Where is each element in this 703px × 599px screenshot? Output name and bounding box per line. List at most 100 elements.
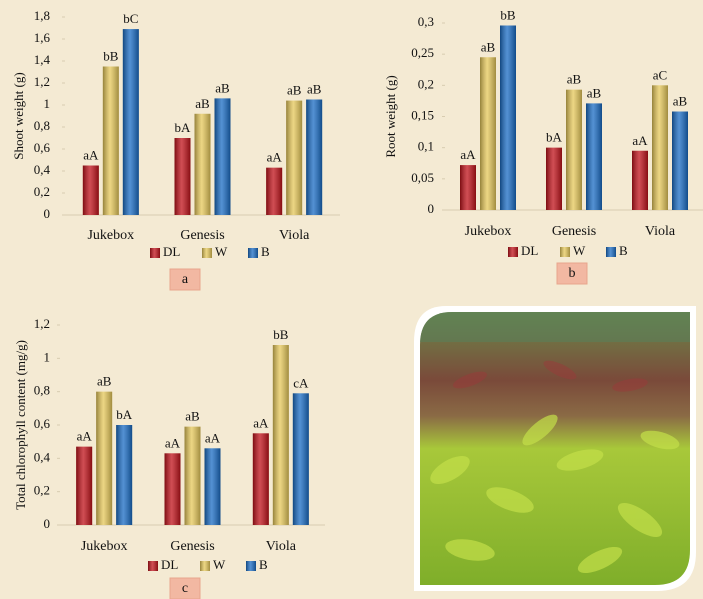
bar-shade <box>184 426 201 525</box>
bar-shade <box>252 433 269 525</box>
panel-box <box>169 577 201 599</box>
bar-letter: bC <box>123 11 138 26</box>
x-tick-label: Viola <box>279 228 310 243</box>
legend-label: W <box>213 557 226 572</box>
bar-letter: aB <box>673 93 688 108</box>
bar-letter: aB <box>587 85 602 100</box>
y-tick-label: 0 <box>44 516 51 531</box>
x-tick-label: Viola <box>266 539 297 554</box>
y-tick-label: 0 <box>44 206 51 221</box>
legend-swatch-shade <box>606 247 616 257</box>
legend-swatch-shade <box>202 248 212 258</box>
bar-shade <box>306 99 323 215</box>
legend-label: DL <box>161 557 178 572</box>
y-tick-label: 1,2 <box>34 316 50 331</box>
x-tick-label: Jukebox <box>81 539 128 554</box>
bar-letter: aB <box>567 72 582 87</box>
bar-shade <box>82 165 99 215</box>
panel-label: c <box>182 581 188 596</box>
bar-letter: bB <box>103 48 119 63</box>
bar-shade <box>500 25 516 211</box>
y-tick-label: 0,2 <box>34 483 50 498</box>
bar-letter: bA <box>175 120 192 135</box>
y-tick-label: 0,1 <box>418 139 434 154</box>
legend-label: B <box>261 244 270 259</box>
bar-shade <box>214 98 231 215</box>
bar-letter: aA <box>253 415 269 430</box>
bar-shade <box>586 103 602 210</box>
bar-shade <box>292 393 309 525</box>
panel-box <box>169 268 201 291</box>
bar-shade <box>672 111 688 210</box>
legend-swatch-shade <box>148 561 158 571</box>
legend-swatch-shade <box>508 247 518 257</box>
y-tick-label: 0,05 <box>411 170 434 185</box>
bar-letter: aB <box>97 374 112 389</box>
y-tick-label: 0,3 <box>418 14 434 29</box>
y-tick-label: 1,8 <box>34 8 50 23</box>
panel-box <box>556 262 588 285</box>
bar-shade <box>652 85 668 210</box>
bar-shade <box>460 165 476 210</box>
x-tick-label: Viola <box>645 224 676 239</box>
y-tick-label: 0,25 <box>411 45 434 60</box>
y-axis-title: Total chlorophyll content (mg/g) <box>13 340 28 510</box>
legend-swatch-shade <box>560 247 570 257</box>
bar-shade <box>204 448 221 525</box>
x-tick-label: Jukebox <box>87 228 134 243</box>
bar-shade <box>546 147 562 210</box>
y-tick-label: 1,2 <box>34 74 50 89</box>
x-tick-label: Jukebox <box>465 224 512 239</box>
panel-label: b <box>569 266 576 281</box>
photo <box>414 306 696 591</box>
x-tick-label: Genesis <box>180 228 224 243</box>
chart: Total chlorophyll content (mg/g) 0 0,2 0,4 0… <box>13 316 325 599</box>
bar-shade <box>632 150 648 210</box>
bar-shade <box>566 89 582 210</box>
bar-letter: aB <box>195 96 210 111</box>
bar-letter: bA <box>116 407 133 422</box>
y-tick-label: 0 <box>428 201 435 216</box>
y-tick-label: 0,8 <box>34 118 50 133</box>
y-tick-label: 0,15 <box>411 107 434 122</box>
bar-shade <box>266 167 283 215</box>
bar-letter: cA <box>293 375 309 390</box>
bar-shade <box>102 66 119 215</box>
legend-label: W <box>215 244 228 259</box>
bar-letter: aB <box>481 39 496 54</box>
chart: Shoot weight (g) 0 0,2 0,4 0,6 0,8 1 1,2 1,4 1,6 1… <box>11 8 340 291</box>
y-tick-label: 1 <box>44 96 51 111</box>
y-tick-label: 1 <box>44 349 51 364</box>
bar-shade <box>272 345 289 525</box>
bar-shade <box>480 57 496 211</box>
bar-letter: aB <box>307 81 322 96</box>
y-tick-label: 0,2 <box>34 184 50 199</box>
bar-letter: aA <box>205 430 221 445</box>
legend-swatch-shade <box>150 248 160 258</box>
bar-letter: bA <box>546 130 563 145</box>
bar-shade <box>116 425 133 525</box>
y-tick-label: 0,6 <box>34 140 51 155</box>
bar-letter: aB <box>215 80 230 95</box>
legend-label: W <box>573 243 586 258</box>
bar-shade <box>194 113 211 215</box>
bar-shade <box>96 391 113 525</box>
y-axis-title: Shoot weight (g) <box>11 72 26 159</box>
y-tick-label: 1,6 <box>34 30 51 45</box>
bar-shade <box>76 446 93 525</box>
y-axis-title: Root weight (g) <box>383 75 398 157</box>
bar-letter: aA <box>77 429 93 444</box>
legend-swatch-shade <box>200 561 210 571</box>
bar-letter: aC <box>653 67 667 82</box>
x-tick-label: Genesis <box>170 539 214 554</box>
legend-label: DL <box>163 244 180 259</box>
bar-letter: aA <box>267 150 283 165</box>
bar-letter: aA <box>165 435 181 450</box>
y-tick-label: 0,2 <box>418 76 434 91</box>
bar-letter: bB <box>273 327 289 342</box>
legend-label: DL <box>521 243 538 258</box>
y-tick-label: 0,4 <box>34 162 51 177</box>
bar-letter: aB <box>185 409 200 424</box>
